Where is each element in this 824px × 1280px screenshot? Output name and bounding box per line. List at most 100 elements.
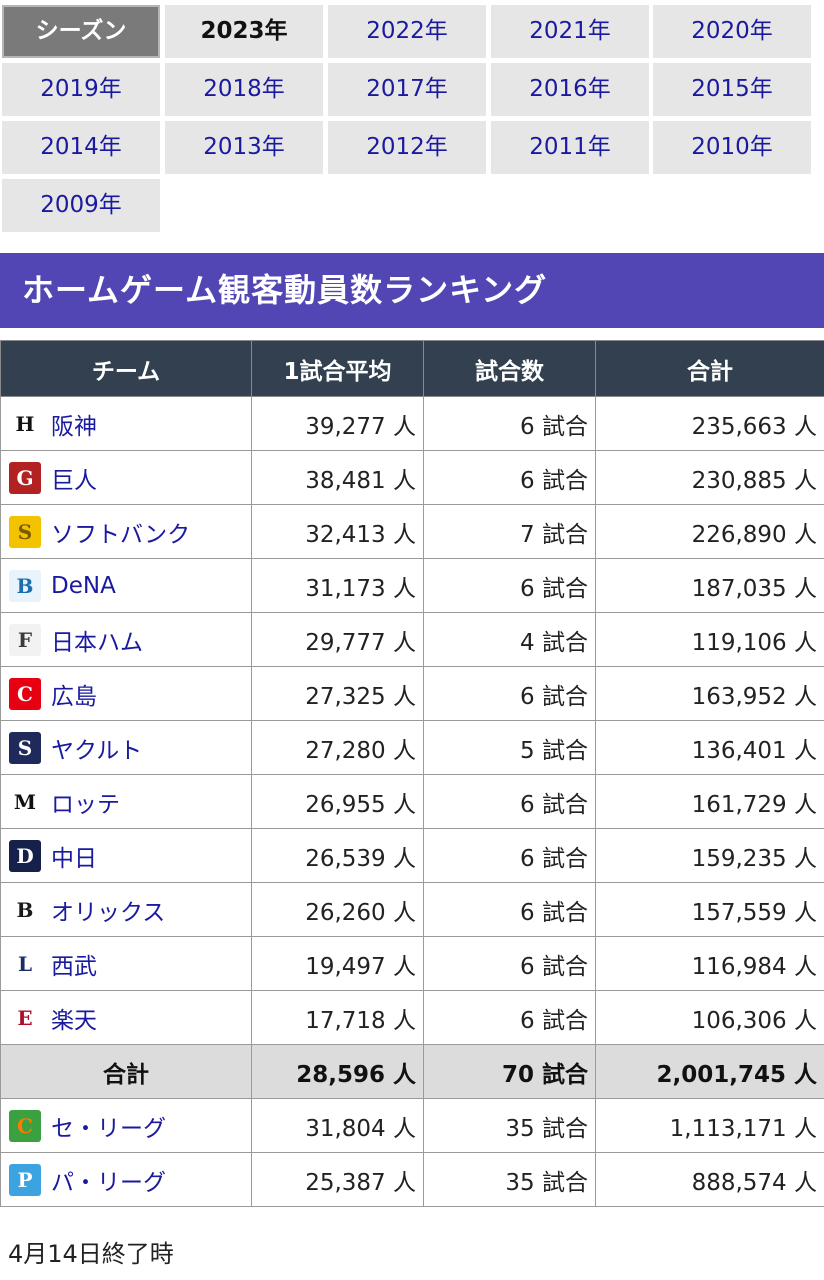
total-row: 合計 28,596 人 70 試合 2,001,745 人 xyxy=(0,1044,824,1099)
average-cell: 32,413 人 xyxy=(251,504,424,559)
season-year-2017[interactable]: 2017年 xyxy=(328,63,486,116)
games-cell: 6 試合 xyxy=(423,774,596,829)
total-label-cell: 合計 xyxy=(0,1044,252,1099)
average-cell: 31,804 人 xyxy=(251,1098,424,1153)
central-league-logo-icon: C xyxy=(9,1109,41,1142)
games-cell: 6 試合 xyxy=(423,666,596,721)
average-cell: 26,955 人 xyxy=(251,774,424,829)
team-name-link[interactable]: 阪神 xyxy=(51,413,97,440)
average-cell: 26,539 人 xyxy=(251,828,424,883)
fighters-logo-icon: F xyxy=(9,623,41,656)
total-cell: 163,952 人 xyxy=(595,666,824,721)
team-name-link[interactable]: DeNA xyxy=(51,572,116,599)
season-year-2023[interactable]: 2023年 xyxy=(165,5,323,58)
average-cell: 26,260 人 xyxy=(251,882,424,937)
total-games-cell: 70 試合 xyxy=(423,1044,596,1099)
team-cell[interactable]: M ロッテ xyxy=(0,774,252,829)
season-year-2016[interactable]: 2016年 xyxy=(491,63,649,116)
team-cell[interactable]: S ヤクルト xyxy=(0,720,252,775)
team-name-link[interactable]: 巨人 xyxy=(51,467,97,494)
header-games: 試合数 xyxy=(423,340,596,397)
buffaloes-logo-icon: B xyxy=(9,893,41,926)
season-year-2012[interactable]: 2012年 xyxy=(328,121,486,174)
games-cell: 6 試合 xyxy=(423,936,596,991)
average-cell: 39,277 人 xyxy=(251,396,424,451)
pacific-league-logo-icon: P xyxy=(9,1163,41,1196)
lions-logo-icon: L xyxy=(9,947,41,980)
team-cell[interactable]: S ソフトバンク xyxy=(0,504,252,559)
games-cell: 6 試合 xyxy=(423,990,596,1045)
grand-total-cell: 2,001,745 人 xyxy=(595,1044,824,1099)
team-cell[interactable]: B オリックス xyxy=(0,882,252,937)
team-name-link[interactable]: ソフトバンク xyxy=(51,521,191,548)
team-cell[interactable]: C セ・リーグ xyxy=(0,1098,252,1153)
team-name-link[interactable]: ヤクルト xyxy=(51,737,143,764)
team-cell[interactable]: G 巨人 xyxy=(0,450,252,505)
season-year-2013[interactable]: 2013年 xyxy=(165,121,323,174)
games-cell: 6 試合 xyxy=(423,882,596,937)
season-year-2019[interactable]: 2019年 xyxy=(2,63,160,116)
team-name-link[interactable]: 楽天 xyxy=(51,1007,97,1034)
team-name-link[interactable]: パ・リーグ xyxy=(51,1169,166,1196)
team-cell[interactable]: B DeNA xyxy=(0,558,252,613)
average-cell: 38,481 人 xyxy=(251,450,424,505)
average-cell: 27,280 人 xyxy=(251,720,424,775)
season-year-2021[interactable]: 2021年 xyxy=(491,5,649,58)
team-name-link[interactable]: ロッテ xyxy=(51,791,120,818)
team-name-link[interactable]: 日本ハム xyxy=(51,629,143,656)
season-label: シーズン xyxy=(2,5,160,58)
average-cell: 27,325 人 xyxy=(251,666,424,721)
tigers-logo-icon: H xyxy=(9,407,41,440)
eagles-logo-icon: E xyxy=(9,1001,41,1034)
carp-logo-icon: C xyxy=(9,677,41,710)
dragons-logo-icon: D xyxy=(9,839,41,872)
ranking-title: ホームゲーム観客動員数ランキング xyxy=(0,253,824,328)
hawks-logo-icon: S xyxy=(9,515,41,548)
swallows-logo-icon: S xyxy=(9,731,41,764)
season-year-2009[interactable]: 2009年 xyxy=(2,179,160,232)
season-year-2015[interactable]: 2015年 xyxy=(653,63,811,116)
season-year-2018[interactable]: 2018年 xyxy=(165,63,323,116)
average-cell: 25,387 人 xyxy=(251,1152,424,1207)
season-year-2014[interactable]: 2014年 xyxy=(2,121,160,174)
season-year-2010[interactable]: 2010年 xyxy=(653,121,811,174)
team-name-link[interactable]: 広島 xyxy=(51,683,97,710)
season-year-2011[interactable]: 2011年 xyxy=(491,121,649,174)
team-cell[interactable]: L 西武 xyxy=(0,936,252,991)
season-year-2020[interactable]: 2020年 xyxy=(653,5,811,58)
marines-logo-icon: M xyxy=(9,785,41,818)
team-name-link[interactable]: 中日 xyxy=(51,845,97,872)
team-cell[interactable]: C 広島 xyxy=(0,666,252,721)
games-cell: 4 試合 xyxy=(423,612,596,667)
team-cell[interactable]: P パ・リーグ xyxy=(0,1152,252,1207)
total-cell: 116,984 人 xyxy=(595,936,824,991)
team-name-link[interactable]: セ・リーグ xyxy=(51,1115,166,1142)
total-cell: 119,106 人 xyxy=(595,612,824,667)
team-cell[interactable]: F 日本ハム xyxy=(0,612,252,667)
games-cell: 35 試合 xyxy=(423,1098,596,1153)
season-year-2022[interactable]: 2022年 xyxy=(328,5,486,58)
games-cell: 6 試合 xyxy=(423,450,596,505)
team-cell[interactable]: D 中日 xyxy=(0,828,252,883)
team-name-link[interactable]: オリックス xyxy=(51,899,166,926)
games-cell: 6 試合 xyxy=(423,828,596,883)
average-cell: 19,497 人 xyxy=(251,936,424,991)
games-cell: 6 試合 xyxy=(423,396,596,451)
team-cell[interactable]: H 阪神 xyxy=(0,396,252,451)
total-cell: 106,306 人 xyxy=(595,990,824,1045)
total-cell: 888,574 人 xyxy=(595,1152,824,1207)
header-total: 合計 xyxy=(595,340,824,397)
average-cell: 29,777 人 xyxy=(251,612,424,667)
team-name-link[interactable]: 西武 xyxy=(51,953,97,980)
team-cell[interactable]: E 楽天 xyxy=(0,990,252,1045)
